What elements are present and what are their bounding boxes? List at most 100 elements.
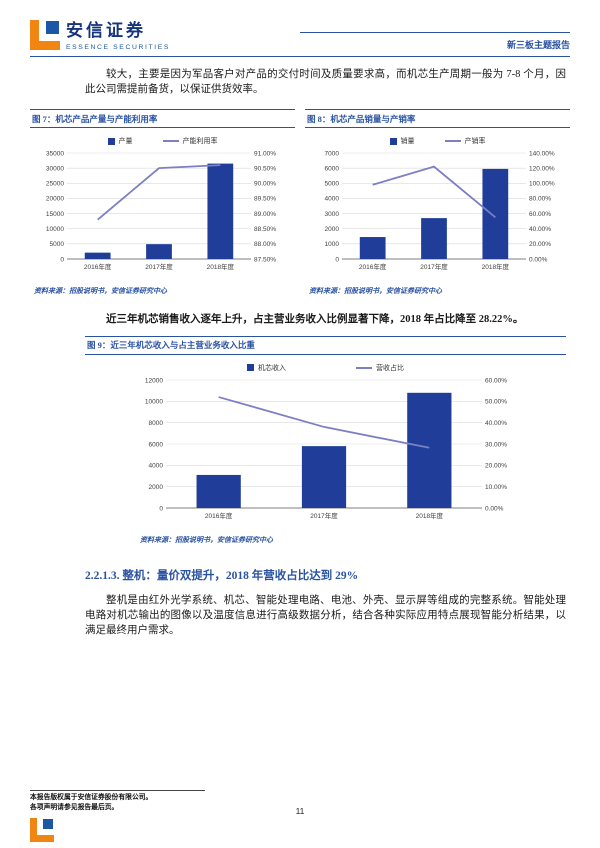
figure-7-legend: 产量 产能利用率: [30, 136, 295, 146]
bar-swatch-icon: [107, 137, 115, 145]
line-swatch-icon: [356, 366, 372, 369]
svg-text:30.00%: 30.00%: [485, 441, 507, 448]
svg-text:0: 0: [159, 505, 163, 512]
page-number: 11: [295, 806, 305, 816]
svg-text:4000: 4000: [148, 462, 163, 469]
svg-text:89.50%: 89.50%: [254, 196, 276, 203]
legend-item: 产能利用率: [162, 136, 218, 146]
svg-text:140.00%: 140.00%: [529, 151, 555, 158]
svg-text:40.00%: 40.00%: [485, 420, 507, 427]
svg-text:88.50%: 88.50%: [254, 226, 276, 233]
svg-text:12000: 12000: [144, 377, 162, 384]
svg-text:2016年度: 2016年度: [358, 262, 386, 271]
legend-item: 营收占比: [356, 363, 404, 373]
legend-label: 产销率: [464, 138, 486, 146]
legend-label: 销量: [400, 138, 415, 146]
figure-7-chart: 0 5000 10000 15000 20000 25000 30000 35000 87.50…: [45, 151, 276, 272]
svg-text:1000: 1000: [324, 241, 339, 248]
figure-8-chart: 0 1000 2000 3000 4000 5000 6000 7000 0.00% 20.00%…: [324, 151, 555, 272]
svg-text:2016年度: 2016年度: [204, 511, 232, 520]
figure-8-legend: 销量 产销率: [305, 136, 570, 146]
legend-item: 销量: [389, 136, 415, 146]
report-type-label: 新三板主题报告: [506, 39, 570, 50]
svg-text:8000: 8000: [148, 420, 163, 427]
brand-logo-icon: [30, 20, 60, 50]
footer: 本报告版权属于安信证券股份有限公司。 各项声明请参见报告最后页。: [30, 789, 220, 842]
svg-text:30000: 30000: [45, 166, 63, 173]
figure-9: 图 9：近三年机芯收入与占主营业务收入比重 机芯收入 营收占比 0 2000 400…: [85, 335, 566, 545]
svg-text:2018年度: 2018年度: [481, 262, 509, 271]
figure-8: 图 8：机芯产品销量与产销率 销量 产销率 0 1000 2000 3000 4000 5…: [305, 109, 570, 296]
svg-text:90.00%: 90.00%: [254, 181, 276, 188]
key-finding: 近三年机芯销售收入逐年上升，占主营业务收入比例显著下降，2018 年占比降至 2…: [106, 314, 524, 326]
figure-row: 图 7：机芯产品产量与产能利用率 产量 产能利用率 0 5000 10000 1500…: [30, 109, 570, 296]
footer-rule: [30, 789, 205, 791]
svg-text:25000: 25000: [45, 181, 63, 188]
svg-text:0: 0: [335, 257, 339, 264]
svg-text:90.50%: 90.50%: [254, 166, 276, 173]
svg-text:91.00%: 91.00%: [254, 151, 276, 158]
logo-orange-shape: [30, 20, 60, 50]
svg-text:10000: 10000: [45, 226, 63, 233]
figure-9-legend: 机芯收入 营收占比: [85, 363, 566, 373]
legend-label: 营收占比: [376, 364, 404, 372]
logo-blue-square: [46, 21, 59, 34]
line-swatch-icon: [162, 140, 179, 143]
svg-text:6000: 6000: [324, 166, 339, 173]
logo-orange-shape: [30, 818, 54, 842]
legend-item: 产量: [107, 136, 133, 146]
line-swatch-icon: [444, 140, 461, 143]
svg-text:15000: 15000: [45, 211, 63, 218]
svg-text:2017年度: 2017年度: [145, 262, 173, 271]
legend-label: 产能利用率: [182, 138, 218, 146]
figure-9-chart: 0 2000 4000 6000 8000 10000 12000 0.00% 10.00% 20…: [144, 377, 507, 520]
svg-text:120.00%: 120.00%: [529, 166, 555, 173]
figure-8-title: 图 8：机芯产品销量与产销率: [305, 109, 570, 129]
bar-swatch-icon: [247, 364, 254, 372]
header: 安信证券 ESSENCE SECURITIES 新三板主题报告: [30, 20, 570, 51]
svg-text:7000: 7000: [324, 151, 339, 158]
essence-securities-logo: 安信证券 ESSENCE SECURITIES: [30, 20, 170, 51]
legend-item: 机芯收入: [247, 363, 286, 373]
svg-text:35000: 35000: [45, 151, 63, 158]
svg-text:60.00%: 60.00%: [485, 377, 507, 384]
figure-7: 图 7：机芯产品产量与产能利用率 产量 产能利用率 0 5000 10000 1500…: [30, 109, 295, 296]
section-heading: 2.2.1.3. 整机：量价双提升，2018 年营收占比达到 29%: [85, 569, 359, 582]
report-type-rule: [300, 31, 570, 33]
svg-text:10000: 10000: [144, 398, 162, 405]
svg-text:2017年度: 2017年度: [420, 262, 448, 271]
svg-text:2000: 2000: [324, 226, 339, 233]
brand-name-en: ESSENCE SECURITIES: [66, 43, 170, 51]
svg-text:2018年度: 2018年度: [415, 511, 443, 520]
svg-text:50.00%: 50.00%: [485, 398, 507, 405]
svg-text:20.00%: 20.00%: [485, 462, 507, 469]
svg-text:2000: 2000: [148, 484, 163, 491]
brand-text: 安信证券 ESSENCE SECURITIES: [66, 20, 170, 51]
footer-logo-icon: [30, 818, 54, 842]
paragraph-3: 整机是由红外光学系统、机芯、智能处理电路、电池、外壳、显示屏等组成的完整系统。智…: [85, 594, 566, 637]
svg-text:0: 0: [60, 257, 64, 264]
paragraph-1: 较大，主要是因为军品客户对产品的交付时间及质量要求高，而机芯生产周期一般为 7-…: [85, 68, 566, 95]
legend-label: 机芯收入: [258, 364, 286, 372]
svg-text:2017年度: 2017年度: [310, 511, 338, 520]
svg-text:60.00%: 60.00%: [529, 211, 551, 218]
svg-text:40.00%: 40.00%: [529, 226, 551, 233]
svg-text:89.00%: 89.00%: [254, 211, 276, 218]
figure-9-title: 图 9：近三年机芯收入与占主营业务收入比重: [85, 335, 566, 355]
svg-text:10.00%: 10.00%: [485, 484, 507, 491]
legend-item: 产销率: [444, 136, 486, 146]
bar-swatch-icon: [389, 137, 397, 145]
svg-text:88.00%: 88.00%: [254, 241, 276, 248]
svg-text:5000: 5000: [324, 181, 339, 188]
svg-text:20000: 20000: [45, 196, 63, 203]
svg-text:5000: 5000: [49, 241, 64, 248]
svg-text:3000: 3000: [324, 211, 339, 218]
figure-7-title: 图 7：机芯产品产量与产能利用率: [30, 109, 295, 129]
svg-text:87.50%: 87.50%: [254, 257, 276, 264]
legend-label: 产量: [118, 138, 133, 146]
svg-text:6000: 6000: [148, 441, 163, 448]
svg-text:2018年度: 2018年度: [206, 262, 234, 271]
footer-disclaimer-line1: 本报告版权属于安信证券股份有限公司。: [30, 793, 153, 801]
svg-text:0.00%: 0.00%: [529, 257, 548, 264]
